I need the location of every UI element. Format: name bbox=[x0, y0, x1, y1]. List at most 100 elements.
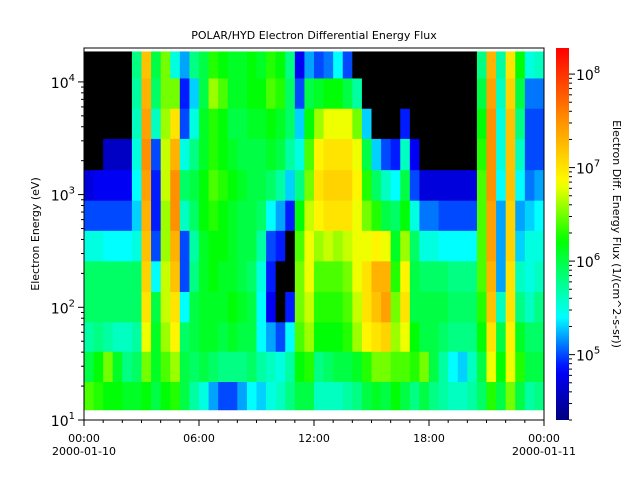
heatmap-cell bbox=[515, 169, 526, 201]
heatmap-cell bbox=[505, 108, 516, 139]
heatmap-cell bbox=[93, 381, 104, 411]
heatmap-cell bbox=[390, 381, 401, 411]
heatmap-cell bbox=[361, 230, 372, 262]
heatmap-cell bbox=[534, 169, 545, 201]
heatmap-cell bbox=[486, 108, 497, 139]
heatmap-cell bbox=[160, 108, 171, 139]
heatmap-cell bbox=[304, 169, 315, 201]
heatmap-cell bbox=[84, 138, 94, 171]
heatmap-cell bbox=[294, 381, 305, 411]
heatmap-cell bbox=[314, 169, 324, 201]
heatmap-cell bbox=[381, 260, 392, 292]
heatmap-cell bbox=[476, 291, 487, 323]
heatmap-cell bbox=[409, 260, 420, 292]
heatmap-cell bbox=[429, 108, 439, 139]
heatmap-cell bbox=[419, 108, 430, 139]
heatmap-cell bbox=[103, 108, 114, 139]
y-tick-label: 101 bbox=[51, 411, 75, 430]
heatmap-cell bbox=[448, 230, 459, 262]
heatmap-cell bbox=[179, 108, 190, 139]
heatmap-cell bbox=[122, 230, 133, 262]
heatmap-cell bbox=[323, 138, 334, 171]
heatmap-cell bbox=[409, 291, 420, 323]
heatmap-cell bbox=[419, 230, 430, 262]
heatmap-cell bbox=[208, 138, 219, 171]
heatmap-cell bbox=[505, 260, 516, 292]
heatmap-cell bbox=[333, 108, 344, 139]
heatmap-cell bbox=[496, 230, 507, 262]
heatmap-cell bbox=[381, 291, 392, 323]
heatmap-cell bbox=[457, 230, 468, 262]
heatmap-cell bbox=[400, 138, 411, 171]
heatmap-cell bbox=[84, 321, 94, 352]
heatmap-cell bbox=[112, 108, 123, 139]
heatmap-cell bbox=[381, 230, 392, 262]
heatmap-cell bbox=[266, 108, 277, 139]
heatmap-cell bbox=[112, 230, 123, 262]
colorbar-tick-label: 106 bbox=[576, 252, 600, 271]
heatmap-cell bbox=[227, 138, 238, 171]
heatmap-cell bbox=[323, 51, 334, 79]
heatmap-cell bbox=[476, 78, 487, 109]
heatmap-cell bbox=[486, 200, 497, 231]
heatmap-cell bbox=[524, 51, 535, 79]
heatmap-cell bbox=[457, 291, 468, 323]
heatmap-cell bbox=[285, 260, 296, 292]
heatmap-cell bbox=[131, 230, 142, 262]
heatmap-cell bbox=[524, 138, 535, 171]
heatmap-cell bbox=[361, 200, 372, 231]
heatmap-cell bbox=[381, 108, 392, 139]
heatmap-cell bbox=[141, 230, 152, 262]
heatmap-cell bbox=[419, 169, 430, 201]
x-tick-label: 00:00 bbox=[68, 432, 100, 445]
heatmap-cell bbox=[294, 260, 305, 292]
heatmap-cell bbox=[352, 351, 363, 383]
heatmap-cell bbox=[84, 78, 94, 109]
heatmap-cell bbox=[361, 78, 372, 109]
y-axis-label: Electron Energy (eV) bbox=[29, 177, 42, 291]
heatmap-cell bbox=[333, 78, 344, 109]
heatmap-cell bbox=[400, 230, 411, 262]
heatmap-cell bbox=[333, 381, 344, 411]
heatmap-cell bbox=[476, 321, 487, 352]
heatmap-cell bbox=[457, 169, 468, 201]
heatmap-cell bbox=[304, 51, 315, 79]
heatmap-cell bbox=[409, 230, 420, 262]
y-tick-label: 104 bbox=[51, 73, 75, 92]
heatmap-cell bbox=[93, 78, 104, 109]
heatmap-cell bbox=[122, 169, 133, 201]
heatmap-cell bbox=[103, 200, 114, 231]
heatmap-cell bbox=[103, 351, 114, 383]
heatmap-cell bbox=[218, 351, 229, 383]
heatmap-cell bbox=[151, 108, 162, 139]
heatmap-cell bbox=[352, 78, 363, 109]
heatmap-cell bbox=[457, 200, 468, 231]
heatmap-cell bbox=[237, 51, 248, 79]
heatmap-cell bbox=[371, 108, 382, 139]
heatmap-cell bbox=[400, 108, 411, 139]
heatmap-cell bbox=[352, 291, 363, 323]
heatmap-cell bbox=[266, 381, 277, 411]
heatmap-cell bbox=[131, 200, 142, 231]
heatmap-cell bbox=[170, 291, 181, 323]
heatmap-cell bbox=[400, 321, 411, 352]
heatmap-cell bbox=[84, 108, 94, 139]
heatmap-cell bbox=[371, 260, 382, 292]
heatmap-cell bbox=[84, 351, 94, 383]
heatmap-cell bbox=[189, 230, 200, 262]
heatmap-cell bbox=[294, 138, 305, 171]
heatmap-cell bbox=[141, 169, 152, 201]
heatmap-cell bbox=[524, 351, 535, 383]
heatmap-cell bbox=[438, 78, 449, 109]
heatmap-cell bbox=[112, 200, 123, 231]
heatmap-cell bbox=[237, 108, 248, 139]
heatmap-cell bbox=[237, 169, 248, 201]
heatmap-cell bbox=[419, 138, 430, 171]
heatmap-cell bbox=[84, 200, 94, 231]
heatmap-cell bbox=[275, 230, 286, 262]
heatmap-cell bbox=[496, 260, 507, 292]
heatmap-cell bbox=[246, 351, 257, 383]
heatmap-cell bbox=[429, 78, 439, 109]
heatmap-cell bbox=[438, 291, 449, 323]
heatmap-cell bbox=[352, 260, 363, 292]
